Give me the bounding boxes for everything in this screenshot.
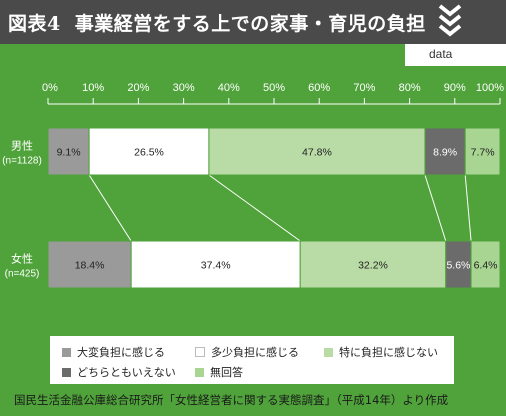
x-tick-label-9: 90% [444,82,466,94]
bar-segment-1-1 [130,240,301,289]
legend-label-0: 大変負担に感じる [77,346,165,359]
bar-segment-1-0 [47,240,132,289]
data-label-0-4: 7.7% [471,147,495,159]
title-text: 事業経営をする上での家事・育児の負担 [74,13,426,35]
legend-item-1: 多少負担に感じる [195,344,299,360]
x-tick-label-6: 60% [308,82,330,94]
data-label-0-2: 47.8% [302,147,332,159]
bars: 9.1% 26.5% 47.8% 8.9% 7.7% 18.4% 37.4% 32.2% 5.6… [47,127,501,289]
data-label-1-4: 6.4% [474,260,498,272]
category-label-0: 男性 [11,139,33,153]
data-label-1-2: 32.2% [358,260,388,272]
connector-1 [208,174,301,242]
x-tick-label-7: 70% [353,82,375,94]
data-label-0-1: 26.5% [134,147,164,159]
figure-number: 図表4 [8,13,61,35]
x-tick-label-8: 80% [399,82,421,94]
data-tab-label: data [429,47,453,61]
source-note: 国民生活金融公庫総合研究所「女性経営者に関する実態調査」（平成14年）より作成 [14,393,449,407]
bar-segment-1-2 [299,240,447,289]
connector-0 [88,174,132,242]
category-labels: 男性 (n=1128) 女性 (n=425) [2,139,42,280]
connector-2 [424,174,447,242]
data-tab: data [405,44,506,66]
data-label-1-1: 37.4% [201,260,231,272]
x-tick-label-4: 40% [218,82,240,94]
bar-segment-1-4 [470,240,501,289]
bar-segment-0-2 [208,127,426,176]
legend-label-4: 無回答 [210,366,243,379]
legend-item-2: 特に負担に感じない [324,344,438,360]
x-tick-label-10: 100% [476,82,504,94]
category-sublabel-1: (n=425) [5,269,40,280]
segment-connectors [88,174,472,242]
bar-segment-1-3 [445,240,472,289]
category-sublabel-0: (n=1128) [2,156,42,167]
x-tick-label-5: 50% [263,82,285,94]
legend-swatch-2 [324,347,333,357]
legend-swatch-0 [62,347,71,357]
legend-label-2: 特に負担に感じない [339,346,438,359]
x-tick-label-3: 30% [173,82,195,94]
legend-swatch-3 [62,367,71,377]
data-label-1-0: 18.4% [75,260,105,272]
legend-label-1: 多少負担に感じる [211,346,299,359]
chart-title: 図表4 事業経営をする上での家事・育児の負担 [8,9,426,36]
chevron-down-icon [438,4,462,37]
title-band: 図表4 事業経営をする上での家事・育児の負担 [0,0,506,44]
legend-label-3: どちらともいえない [77,366,176,379]
bar-segment-0-4 [464,127,501,176]
category-label-1: 女性 [11,252,33,266]
legend-item-3: どちらともいえない [62,364,176,380]
data-label-1-3: 5.6% [446,260,470,272]
connector-3 [464,174,472,242]
data-label-0-3: 8.9% [433,147,457,159]
legend-item-4: 無回答 [195,364,243,380]
bar-segment-0-1 [88,127,210,176]
x-tick-label-0: 0% [42,82,58,94]
legend-item-0: 大変負担に感じる [62,344,165,360]
legend-swatch-4 [195,367,204,377]
x-tick-label-1: 10% [82,82,104,94]
x-tick-label-2: 20% [127,82,149,94]
bar-segment-0-3 [424,127,466,176]
legend-swatch-1 [195,347,205,357]
legend: 大変負担に感じる 多少負担に感じる 特に負担に感じない どちらともいえない 無回… [50,336,454,384]
x-axis-ticks: 0% 10% 20% 30% 40% 50% 60% 70% 80% 90% 100% [42,82,504,105]
data-label-0-0: 9.1% [57,147,81,159]
